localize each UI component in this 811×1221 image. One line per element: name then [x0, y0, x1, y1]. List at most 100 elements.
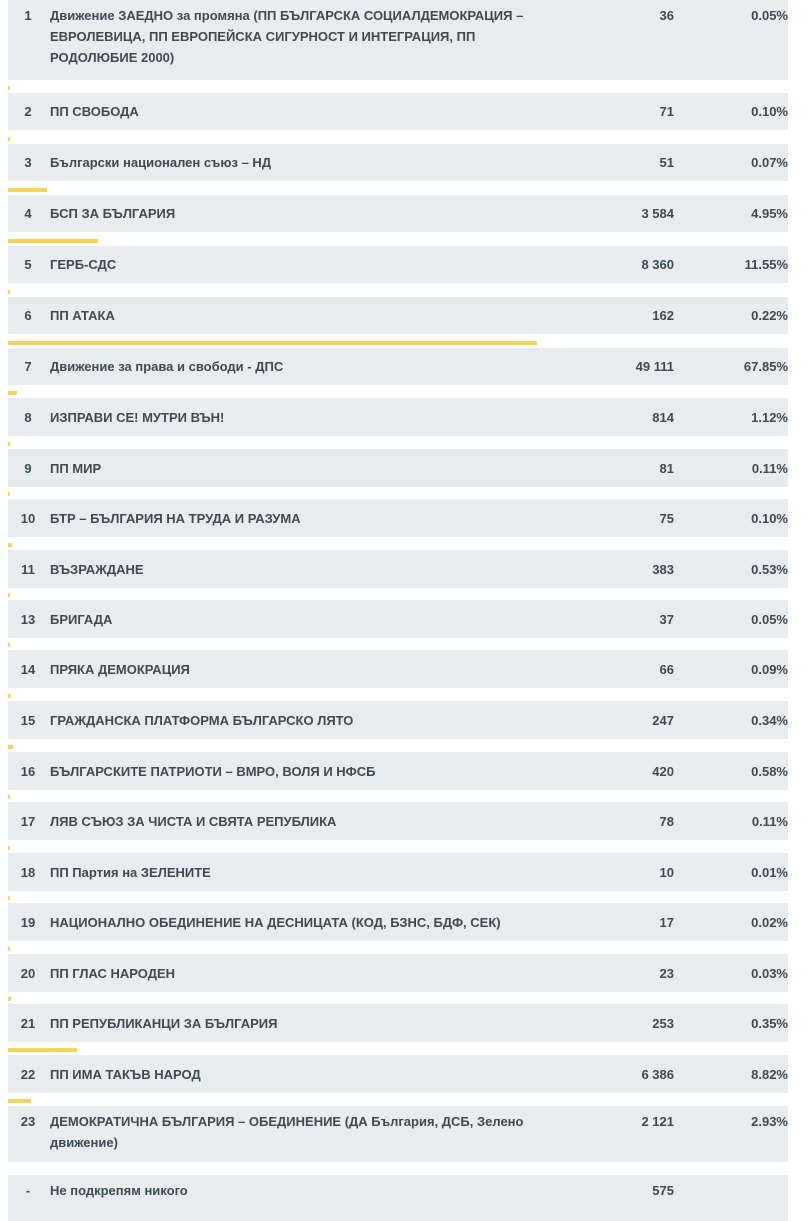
share-bar [8, 593, 10, 597]
party-name: ВЪЗРАЖДАНЕ [50, 562, 144, 577]
vote-percent: 0.11% [751, 814, 788, 829]
row-number: 20 [20, 966, 36, 981]
vote-count: 78 [659, 814, 674, 829]
table-row: 2 ПП СВОБОДА 71 0.10% [8, 93, 788, 130]
party-name: ПП ИМА ТАКЪВ НАРОД [50, 1067, 201, 1082]
vote-percent: 0.05% [751, 612, 788, 627]
table-row: 14 ПРЯКА ДЕМОКРАЦИЯ 66 0.09% [8, 650, 788, 688]
vote-percent: 0.01% [751, 865, 788, 880]
table-row: - Не подкрепям никого 575 [8, 1175, 788, 1221]
vote-count: 51 [659, 155, 674, 170]
share-bar [8, 1099, 31, 1103]
table-row: 13 БРИГАДА 37 0.05% [8, 600, 788, 638]
row-number: 7 [24, 359, 32, 374]
vote-count: 420 [652, 764, 674, 779]
table-row: 6 ПП АТАКА 162 0.22% [8, 297, 788, 334]
vote-percent: 0.35% [751, 1016, 788, 1031]
share-bar [8, 745, 13, 749]
row-number: 19 [20, 915, 36, 930]
table-row: 23 ДЕМОКРАТИЧНА БЪЛГАРИЯ – ОБЕДИНЕНИЕ (ДА… [8, 1106, 788, 1162]
table-row: 1 Движение ЗАЕДНО за промяна (ПП БЪЛГАРСК… [8, 0, 788, 80]
table-row: 17 ЛЯВ СЪЮЗ ЗА ЧИСТА И СВЯТА РЕПУБЛИКА 78 0… [8, 802, 788, 840]
row-number: - [25, 1183, 31, 1198]
row-number: 11 [21, 562, 35, 577]
party-name: БСП ЗА БЪЛГАРИЯ [50, 206, 176, 221]
party-name: ЛЯВ СЪЮЗ ЗА ЧИСТА И СВЯТА РЕПУБЛИКА [50, 814, 337, 829]
table-row: 18 ПП Партия на ЗЕЛЕНИТЕ 10 0.01% [8, 853, 788, 891]
vote-percent: 0.34% [751, 713, 788, 728]
party-name: ИЗПРАВИ СЕ! МУТРИ ВЪН! [50, 410, 225, 425]
party-name: ПП ГЛАС НАРОДЕН [50, 966, 176, 981]
vote-percent: 2.93% [751, 1114, 788, 1129]
vote-count: 162 [652, 308, 674, 323]
party-name: БРИГАДА [50, 612, 113, 627]
share-bar [8, 896, 10, 900]
vote-count: 575 [652, 1183, 674, 1198]
party-name: Български национален съюз – НД [50, 155, 272, 170]
vote-count: 383 [652, 562, 674, 577]
table-row: 21 ПП РЕПУБЛИКАНЦИ ЗА БЪЛГАРИЯ 253 0.35% [8, 1004, 788, 1042]
row-number: 6 [24, 308, 32, 323]
row-number: 14 [20, 662, 36, 677]
row-number: 21 [20, 1016, 36, 1031]
table-row: 3 Български национален съюз – НД 51 0.07% [8, 144, 788, 181]
party-name: Движение ЗАЕДНО за промяна (ПП БЪЛГАРСКА… [50, 8, 524, 65]
vote-count: 814 [652, 410, 674, 425]
row-number: 13 [20, 612, 36, 627]
party-name: Движение за права и свободи - ДПС [50, 359, 284, 374]
vote-count: 17 [659, 915, 674, 930]
row-number: 3 [24, 155, 32, 170]
share-bar [8, 643, 10, 647]
share-bar [8, 137, 10, 141]
share-bar [8, 795, 10, 799]
party-name: НАЦИОНАЛНО ОБЕДИНЕНИЕ НА ДЕСНИЦАТА (КОД,… [50, 915, 501, 930]
vote-count: 81 [659, 461, 674, 476]
table-row: 5 ГЕРБ-СДС 8 360 11.55% [8, 246, 788, 283]
row-number: 23 [20, 1114, 36, 1129]
table-row: 11 ВЪЗРАЖДАНЕ 383 0.53% [8, 550, 788, 588]
vote-count: 3 584 [641, 206, 674, 221]
share-bar [8, 694, 11, 698]
vote-count: 2 121 [641, 1114, 674, 1129]
share-bar [8, 188, 47, 192]
share-bar [8, 290, 10, 294]
table-row: 10 БТР – БЪЛГАРИЯ НА ТРУДА И РАЗУМА 75 0.10… [8, 499, 788, 537]
table-row: 7 Движение за права и свободи - ДПС 49 111… [8, 348, 788, 385]
vote-percent: 8.82% [751, 1067, 788, 1082]
vote-count: 247 [652, 713, 674, 728]
party-name: ДЕМОКРАТИЧНА БЪЛГАРИЯ – ОБЕДИНЕНИЕ (ДА Б… [50, 1114, 524, 1150]
row-number: 17 [20, 814, 36, 829]
party-name: ПРЯКА ДЕМОКРАЦИЯ [50, 662, 190, 677]
row-number: 2 [24, 104, 32, 119]
vote-percent: 0.03% [751, 966, 788, 981]
vote-percent: 1.12% [751, 410, 788, 425]
vote-percent: 0.05% [751, 8, 788, 23]
vote-count: 253 [652, 1016, 674, 1031]
row-number: 16 [20, 764, 36, 779]
table-row: 20 ПП ГЛАС НАРОДЕН 23 0.03% [8, 954, 788, 992]
row-number: 5 [24, 257, 32, 272]
vote-percent: 0.10% [751, 511, 788, 526]
party-name: ПП АТАКА [50, 308, 115, 323]
vote-percent: 0.07% [751, 155, 788, 170]
row-number: 8 [24, 410, 32, 425]
vote-percent: 0.22% [751, 308, 788, 323]
vote-count: 37 [659, 612, 674, 627]
table-row: 16 БЪЛГАРСКИТЕ ПАТРИОТИ – ВМРО, ВОЛЯ И НФ… [8, 752, 788, 790]
vote-percent: 11.55% [744, 257, 788, 272]
share-bar [8, 947, 10, 951]
vote-percent: 0.58% [751, 764, 788, 779]
vote-count: 75 [659, 511, 674, 526]
vote-percent: 0.10% [751, 104, 788, 119]
share-bar [8, 1048, 77, 1052]
vote-percent: 0.11% [751, 461, 788, 476]
party-name: ГЕРБ-СДС [50, 257, 117, 272]
party-name: Не подкрепям никого [50, 1183, 188, 1198]
row-number: 10 [20, 511, 36, 526]
share-bar [8, 391, 17, 395]
vote-percent: 0.53% [751, 562, 788, 577]
table-row: 8 ИЗПРАВИ СЕ! МУТРИ ВЪН! 814 1.12% [8, 398, 788, 436]
vote-percent: 0.02% [751, 915, 788, 930]
party-name: БЪЛГАРСКИТЕ ПАТРИОТИ – ВМРО, ВОЛЯ И НФСБ [50, 764, 376, 779]
vote-count: 6 386 [641, 1067, 674, 1082]
